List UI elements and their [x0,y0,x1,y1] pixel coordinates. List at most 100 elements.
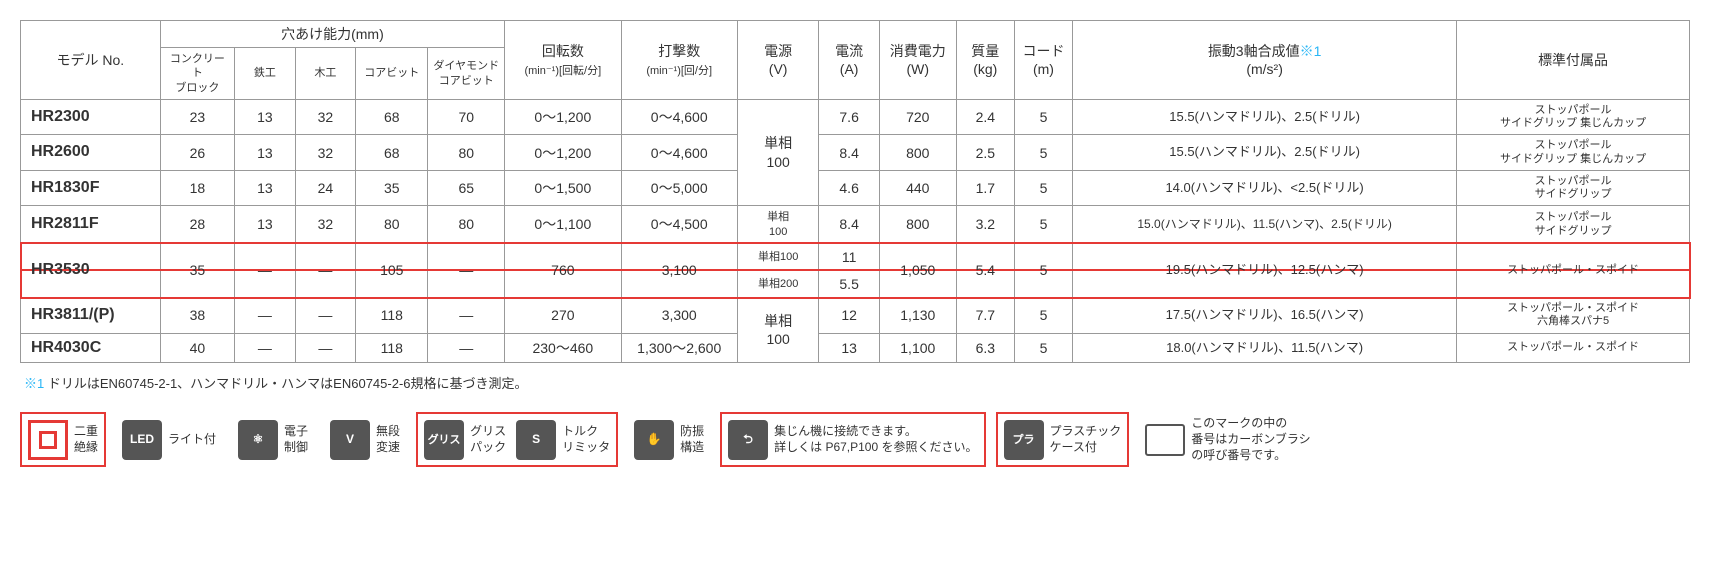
cell: ストッパポール サイドグリップ 集じんカップ [1457,100,1690,135]
cell: HR3811/(P) [21,298,161,333]
cell: 32 [295,100,356,135]
cell: 18.0(ハンマドリル)、11.5(ハンマ) [1073,333,1457,363]
cell: 5 [1014,243,1072,297]
cell: 単相200 [737,270,818,297]
legend-group: グリスグリス パックSトルク リミッタ [416,412,618,467]
cell: 0～1,100 [505,206,621,244]
cell: 26 [160,135,234,170]
th-sub-4: ダイヤモンド コアビット [428,48,505,100]
cell: 12 [819,298,880,333]
legend-label: 無段 変速 [376,424,400,455]
th-bpm: 打撃数(min⁻¹)[回/分] [621,21,737,100]
cell: 4.6 [819,170,880,205]
legend-icon: グリス [424,420,464,460]
cell: 1,130 [879,298,956,333]
cell: 105 [356,243,428,297]
cell: 23 [160,100,234,135]
cell: 3.2 [956,206,1014,244]
cell: 35 [160,243,234,297]
cell: — [235,333,296,363]
legend-label: グリス パック [470,424,506,455]
cell: HR2300 [21,100,161,135]
cell: 7.7 [956,298,1014,333]
cell: — [428,298,505,333]
cell: 5.5 [819,270,880,297]
cell: 0～1,500 [505,170,621,205]
footnote-line: ※1 ドリルはEN60745-2-1、ハンマドリル・ハンマはEN60745-2-… [24,373,1690,392]
cell: 32 [295,135,356,170]
cell: 5.4 [956,243,1014,297]
table-row: HR1830F18132435650～1,5000～5,0004.64401.7… [21,170,1690,205]
cell: 760 [505,243,621,297]
cell: 0～4,500 [621,206,737,244]
cell: 15.5(ハンマドリル)、2.5(ドリル) [1073,135,1457,170]
cell: 17.5(ハンマドリル)、16.5(ハンマ) [1073,298,1457,333]
cell: 38 [160,298,234,333]
cell: — [295,298,356,333]
cell: 13 [235,206,296,244]
cell: 0～4,600 [621,135,737,170]
table-row: HR3811/(P)38——118—2703,300単相 100121,1307… [21,298,1690,333]
th-model: モデル No. [21,21,161,100]
th-weight: 質量 (kg) [956,21,1014,100]
legend-item: Sトルク リミッタ [516,420,610,460]
legend-label: 電子 制御 [284,424,308,455]
double-insulation-icon [28,420,68,460]
cell: 0～5,000 [621,170,737,205]
legend-label: プラスチック ケース付 [1050,424,1122,455]
legend-label: 集じん機に接続できます。 詳しくは P67,P100 を参照ください。 [774,424,977,455]
legend-item: V無段 変速 [324,412,406,467]
legend-item: 二重 絶縁 [20,412,106,467]
cell: 単相 100 [737,100,818,206]
legend-item: ✋防振 構造 [628,412,710,467]
table-row-highlight: HR353035——105—7603,100単相100111,0505.4519… [21,243,1690,270]
legend-label: このマークの中の 番号はカーボンブラシ の呼び番号です。 [1191,416,1310,463]
cell: 13 [235,170,296,205]
cell: 0～1,200 [505,135,621,170]
cell: 65 [428,170,505,205]
cell: HR2811F [21,206,161,244]
legend-item: ⚛電子 制御 [232,412,314,467]
cell: 24 [295,170,356,205]
cell: 80 [356,206,428,244]
legend-item: グリスグリス パック [424,420,506,460]
legend-label: ライト付 [168,432,216,448]
cell: 5 [1014,206,1072,244]
rect-outline-icon [1145,424,1185,456]
th-rpm: 回転数(min⁻¹)[回転/分] [505,21,621,100]
cell: 2.5 [956,135,1014,170]
legend-icon: プラ [1004,420,1044,460]
cell: 68 [356,100,428,135]
cell: 35 [356,170,428,205]
cell: 0～1,200 [505,100,621,135]
cell: 3,300 [621,298,737,333]
cell: — [235,298,296,333]
cell: — [295,243,356,297]
legend-item: LED ライト付 [116,412,222,467]
th-sub-0: コンクリート ブロック [160,48,234,100]
cell: 80 [428,206,505,244]
cell: 13 [235,100,296,135]
cell: 68 [356,135,428,170]
cell: 8.4 [819,206,880,244]
th-cord: コード (m) [1014,21,1072,100]
th-power: 電源 (V) [737,21,818,100]
cell: 5 [1014,100,1072,135]
legend-item: ⮌集じん機に接続できます。 詳しくは P67,P100 を参照ください。 [720,412,985,467]
cell: 1,050 [879,243,956,297]
cell: 18 [160,170,234,205]
table-body: HR230023133268700～1,2000～4,600単相 1007.67… [21,100,1690,363]
table-row: HR2811F28133280800～1,1000～4,500単相 1008.4… [21,206,1690,244]
cell: 118 [356,298,428,333]
cell: 7.6 [819,100,880,135]
cell: 1,300～2,600 [621,333,737,363]
cell: 単相 100 [737,298,818,363]
th-drill-group: 穴あけ能力(mm) [160,21,505,48]
legend-icon: LED [122,420,162,460]
note-text: ドリルはEN60745-2-1、ハンマドリル・ハンマはEN60745-2-6規格… [48,376,528,391]
table-row: HR4030C40——118—230～4601,300～2,600131,100… [21,333,1690,363]
legend-icon: ⮌ [728,420,768,460]
cell: — [428,243,505,297]
cell: 単相 100 [737,206,818,244]
cell: 230～460 [505,333,621,363]
